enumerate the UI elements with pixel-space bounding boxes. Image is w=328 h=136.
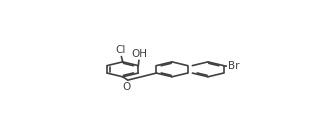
Text: OH: OH — [132, 49, 148, 59]
Text: O: O — [122, 82, 131, 92]
Text: Br: Br — [228, 61, 239, 71]
Text: Cl: Cl — [115, 45, 126, 55]
